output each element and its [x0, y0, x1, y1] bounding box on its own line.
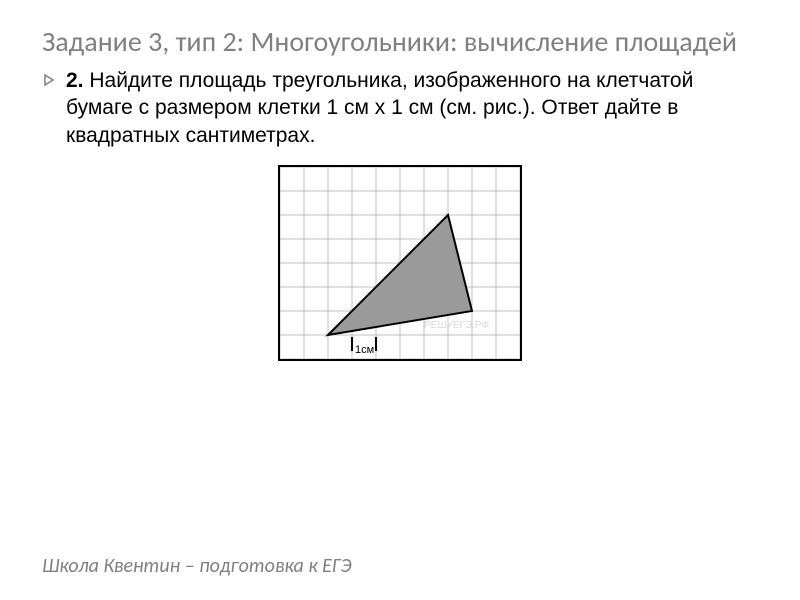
svg-text:РЕШУЕГЭ.РФ: РЕШУЕГЭ.РФ [424, 320, 489, 331]
problem-row: 2. Найдите площадь треугольника, изображ… [42, 67, 758, 149]
figure-container: РЕШУЕГЭ.РФ 1см [42, 165, 758, 361]
problem-body: Найдите площадь треугольника, изображенн… [66, 69, 693, 147]
grid-svg: РЕШУЕГЭ.РФ 1см [280, 167, 520, 359]
svg-text:1см: 1см [355, 344, 374, 356]
problem-text: 2. Найдите площадь треугольника, изображ… [66, 67, 758, 149]
grid-figure: РЕШУЕГЭ.РФ 1см [278, 165, 522, 361]
slide-title: Задание 3, тип 2: Многоугольники: вычисл… [42, 24, 758, 59]
slide: Задание 3, тип 2: Многоугольники: вычисл… [0, 0, 800, 600]
problem-number: 2. [66, 69, 84, 92]
bullet-icon [42, 73, 56, 87]
footer-text: Школа Квентин – подготовка к ЕГЭ [42, 554, 351, 578]
